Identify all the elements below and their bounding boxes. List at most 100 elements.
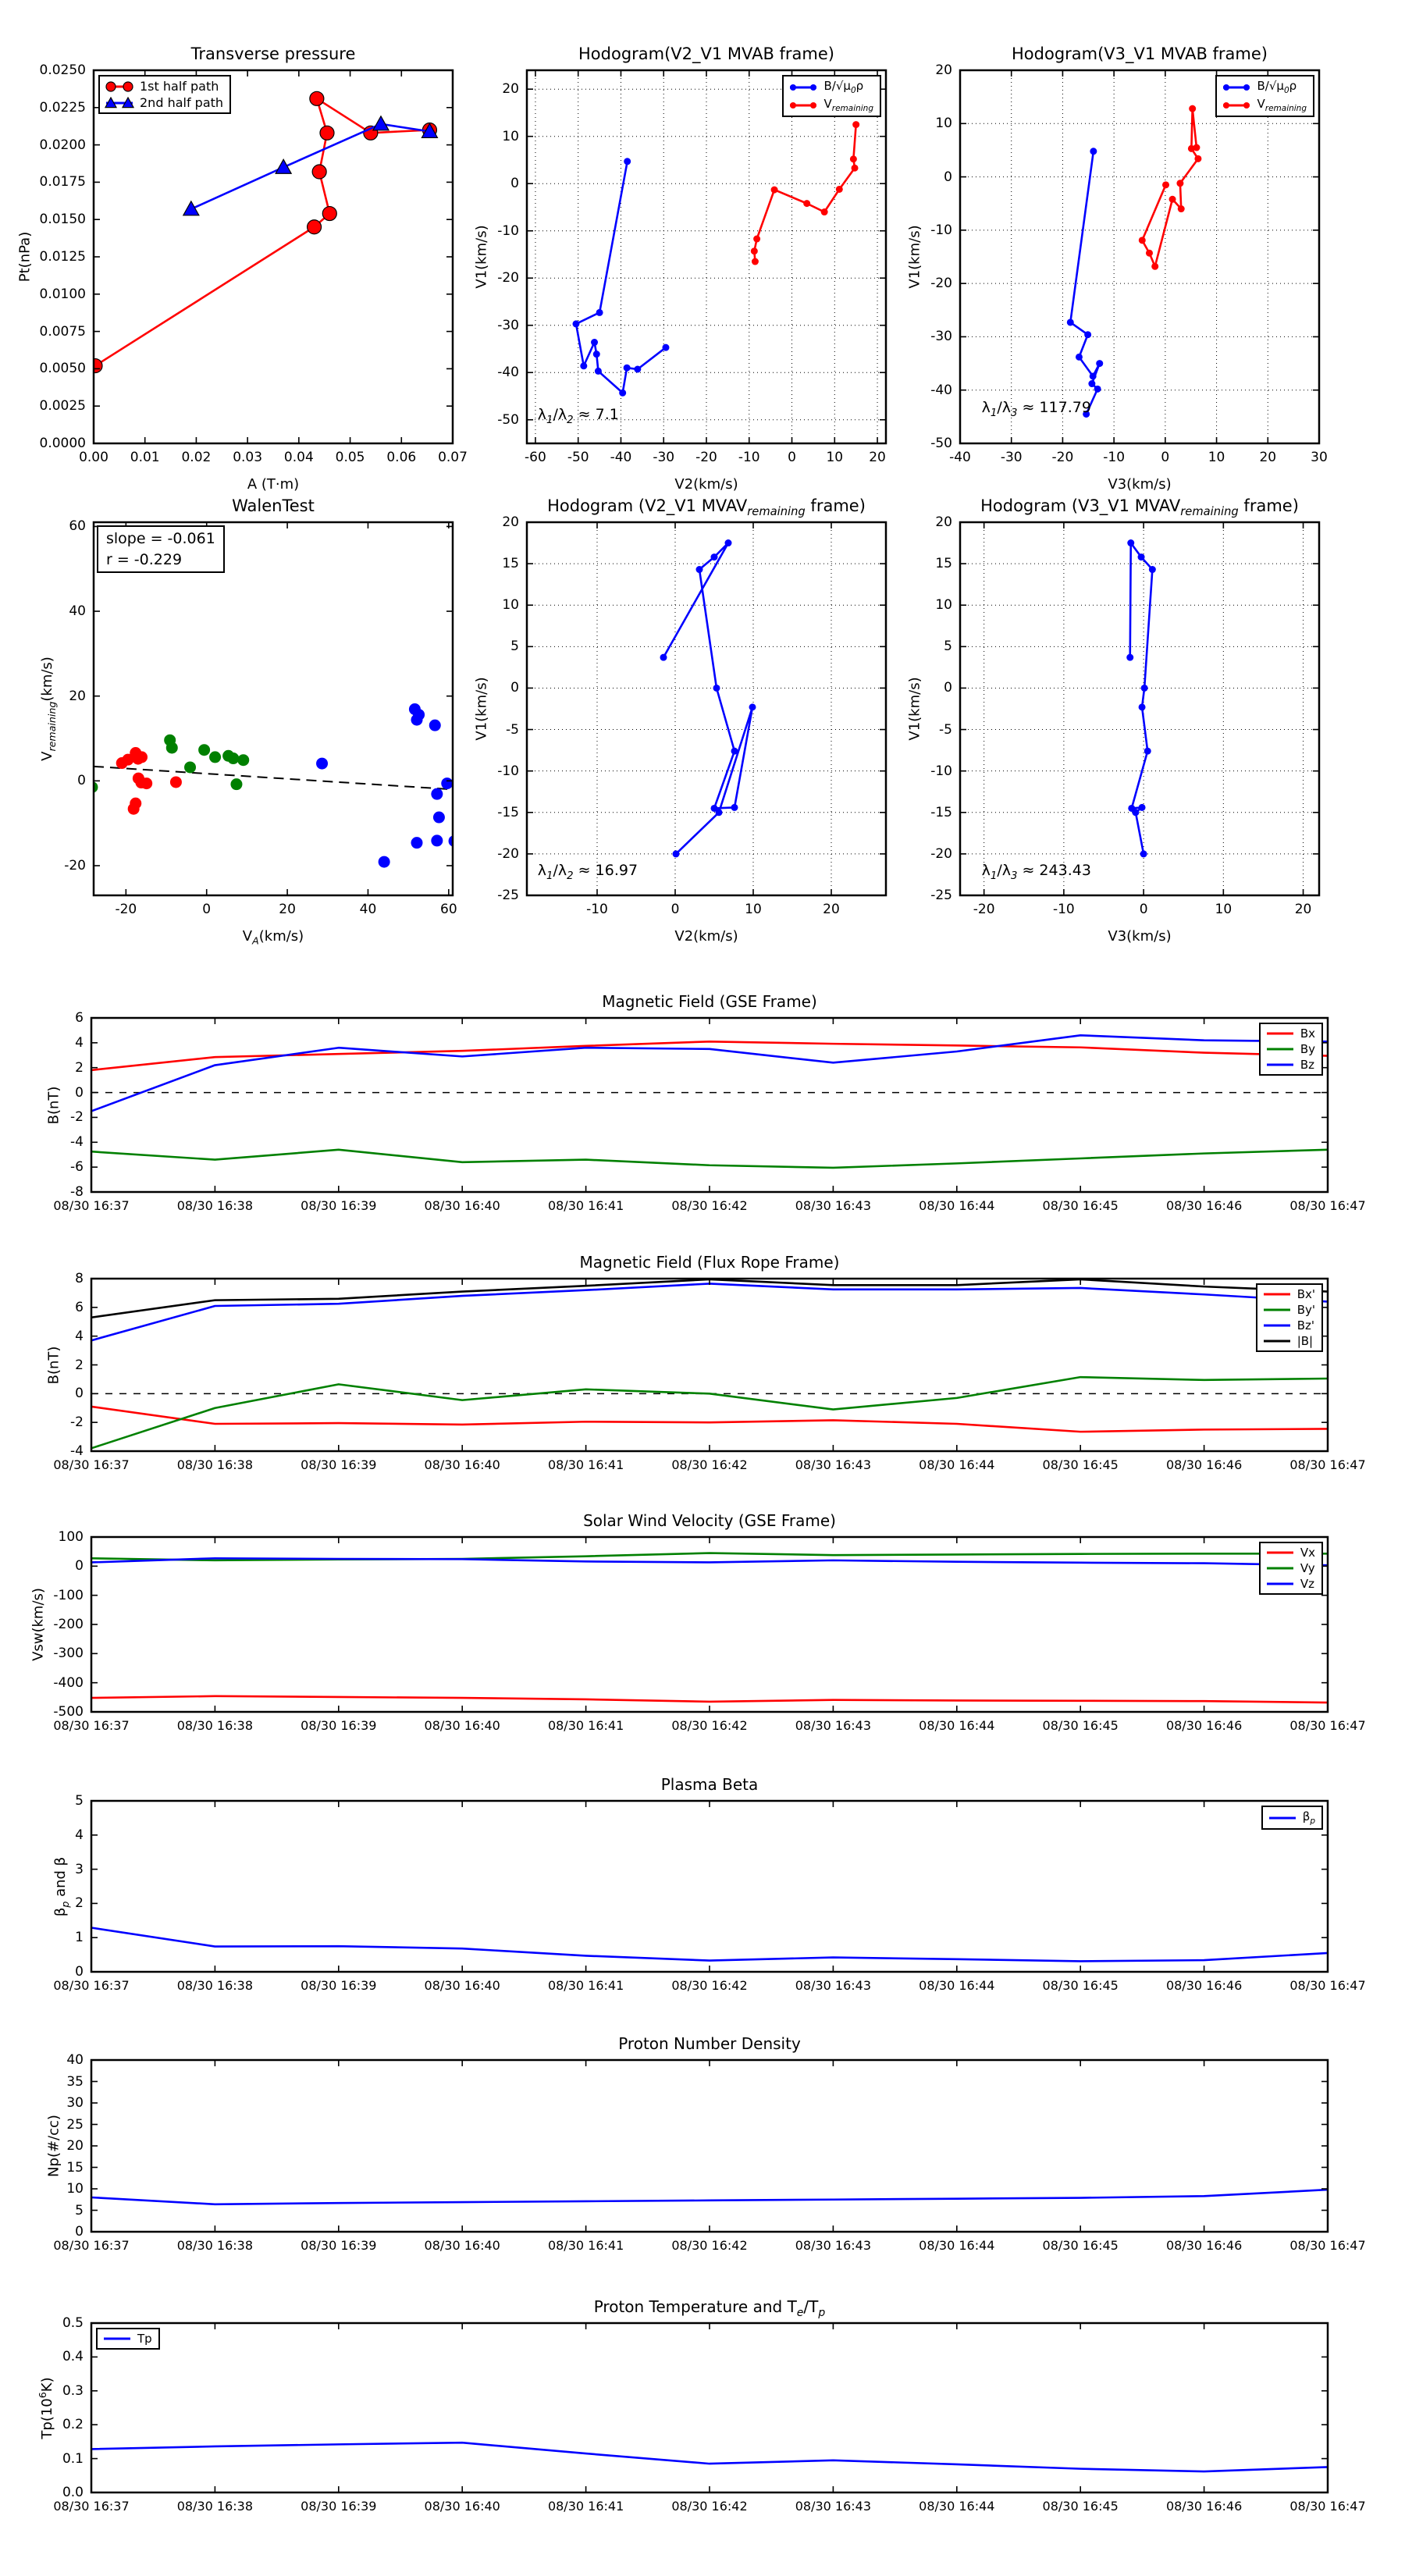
legend-label: 2nd half path [140, 95, 224, 110]
y-tick-label: 0.3 [62, 2382, 84, 2399]
data-point-marker [1176, 180, 1184, 187]
y-tick-label: 15 [66, 2159, 84, 2176]
x-tick-label: 0.01 [130, 450, 160, 465]
data-point-marker [1138, 237, 1146, 244]
x-tick-label: 08/30 16:41 [547, 1978, 624, 1993]
data-point-marker [1243, 101, 1250, 109]
y-axis-label: V1(km/s) [906, 677, 923, 741]
x-tick-label: 08/30 16:37 [53, 2499, 130, 2514]
y-tick-label: -50 [497, 411, 519, 428]
x-tick-label: 08/30 16:40 [424, 1198, 500, 1213]
data-point-marker [372, 115, 390, 131]
x-tick-label: 08/30 16:37 [53, 1198, 130, 1213]
data-point-marker [1126, 653, 1134, 661]
y-tick-label: 4 [75, 1328, 84, 1344]
y-tick-label: -8 [70, 1184, 84, 1200]
data-point-marker [429, 719, 441, 731]
chart-walen-test [92, 521, 454, 897]
y-tick-label: 0 [77, 773, 86, 789]
x-tick-label: 0 [1161, 450, 1170, 465]
y-axis-label: B(nT) [45, 1346, 62, 1384]
annotation-text: λ1/λ2 ≈ 7.1 [537, 406, 619, 426]
x-tick-label: 08/30 16:37 [53, 1718, 130, 1733]
data-point-marker [662, 343, 670, 351]
y-tick-label: 25 [66, 2116, 84, 2133]
data-point-marker [753, 235, 761, 243]
x-tick-label: 08/30 16:37 [53, 1457, 130, 1472]
legend: Bx' By' Bz' |B| [1255, 1283, 1323, 1352]
y-tick-label: 8 [75, 1271, 84, 1286]
x-tick-label: 08/30 16:39 [301, 1198, 377, 1213]
series-Vz-line [91, 1557, 1329, 1567]
data-point-marker [105, 80, 116, 92]
x-tick-label: 08/30 16:44 [919, 1718, 995, 1733]
x-tick-label: 0.04 [283, 450, 314, 465]
x-tick-label: -20 [115, 902, 137, 917]
y-tick-label: -20 [64, 857, 86, 873]
x-tick-label: 08/30 16:45 [1042, 1718, 1119, 1733]
data-point-marker [230, 778, 243, 791]
x-tick-label: 08/30 16:46 [1165, 1457, 1243, 1472]
x-tick-label: 08/30 16:38 [176, 1718, 254, 1733]
data-point-marker [1223, 84, 1230, 91]
y-tick-label: -20 [930, 845, 952, 862]
y-tick-label: -4 [70, 1443, 84, 1459]
legend-sample-blue-line [1223, 84, 1250, 91]
x-tick-label: 08/30 16:43 [795, 2499, 872, 2514]
x-tick-label: 08/30 16:44 [919, 1457, 995, 1472]
y-tick-label: 3 [75, 1861, 84, 1877]
legend-sample-blue-line [790, 84, 817, 91]
x-axis-label: V2(km/s) [674, 476, 738, 493]
data-point-marker [411, 713, 423, 726]
data-point-marker [1144, 747, 1151, 755]
x-tick-label: 08/30 16:38 [176, 2499, 254, 2514]
x-tick-label: 30 [1311, 450, 1328, 465]
legend: 1st half path 2nd half path [98, 75, 232, 114]
series-Np-line [91, 2188, 1329, 2206]
chart-plasma-beta [90, 1799, 1329, 1973]
x-tick-label: 08/30 16:42 [671, 2499, 748, 2514]
annotation-line: r = -0.229 [106, 550, 183, 568]
legend-item: By' [1262, 1303, 1315, 1317]
y-tick-label: 0 [944, 680, 952, 696]
chart-title: Hodogram(V3_V1 MVAB frame) [1012, 44, 1268, 63]
x-tick-label: 0.02 [181, 450, 212, 465]
x-axis-label: A (T·m) [247, 476, 300, 493]
x-tick-label: 08/30 16:42 [671, 2238, 748, 2253]
data-point-marker [121, 96, 134, 108]
data-point-marker [165, 742, 178, 754]
legend: Tp [96, 2328, 160, 2350]
x-tick-label: -20 [973, 902, 995, 917]
y-tick-label: 100 [58, 1529, 84, 1545]
legend-label: Vremaining [823, 97, 873, 113]
y-tick-label: -30 [497, 317, 519, 333]
legend-sample-black-line [1263, 1340, 1290, 1343]
x-tick-label: -40 [949, 450, 971, 465]
legend-item: Bz' [1262, 1318, 1315, 1332]
chart-hodogram-v2v1-mvav [525, 521, 887, 897]
y-tick-label: 0.1 [62, 2450, 84, 2467]
y-tick-label: 0.0225 [39, 99, 86, 116]
y-tick-label: 0.0250 [39, 62, 86, 78]
data-point-marker [1189, 105, 1197, 112]
x-tick-label: 08/30 16:40 [424, 2499, 500, 2514]
data-point-marker [1243, 84, 1250, 91]
chart-hodogram-v3v1-mvab [959, 69, 1321, 445]
x-tick-label: 08/30 16:41 [547, 1198, 624, 1213]
legend-sample-red-line [1266, 1032, 1293, 1035]
data-point-marker [432, 811, 445, 824]
x-tick-label: 60 [440, 902, 457, 917]
y-tick-label: 10 [935, 116, 952, 132]
chart-title: Plasma Beta [660, 1775, 759, 1794]
data-point-marker [1084, 331, 1092, 339]
data-point-marker [169, 776, 182, 788]
data-point-marker [835, 185, 843, 193]
x-tick-label: 08/30 16:45 [1042, 1198, 1119, 1213]
legend-sample-red-line [105, 80, 133, 92]
legend-label: Vz [1300, 1577, 1314, 1591]
series-group [91, 1278, 1329, 1450]
x-tick-label: 08/30 16:46 [1165, 1198, 1243, 1213]
chart-vsw-gse [90, 1535, 1329, 1713]
